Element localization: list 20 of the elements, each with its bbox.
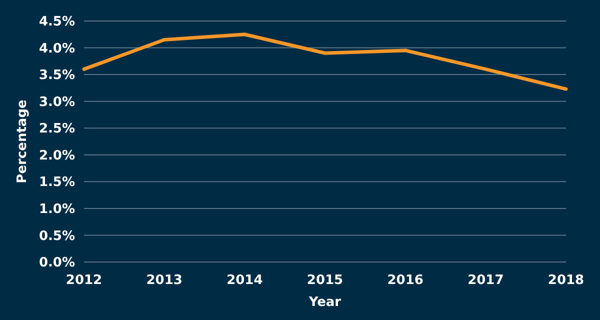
x-tick-label: 2015 — [306, 273, 344, 288]
y-tick-label: 3.0% — [38, 94, 75, 110]
y-tick-label: 4.0% — [38, 41, 75, 56]
y-axis-title: Percentage — [15, 100, 30, 184]
y-tick-label: 1.0% — [38, 202, 75, 217]
x-tick-label: 2012 — [66, 273, 102, 288]
y-tick-label: 3.5% — [38, 68, 75, 84]
line-series — [82, 32, 568, 91]
x-tick-label: 2018 — [548, 273, 584, 288]
y-tick-label: 2.0% — [38, 148, 75, 164]
x-tick-label: 2014 — [226, 273, 263, 288]
y-tick-label: 0.0% — [38, 256, 75, 271]
y-tick-label: 1.5% — [38, 175, 75, 190]
x-tick-label: 2016 — [387, 273, 424, 288]
x-tick-label: 2013 — [146, 273, 182, 288]
y-tick-label: 4.5% — [38, 14, 75, 30]
y-tick-label: 0.5% — [38, 228, 75, 244]
x-tick-label: 2017 — [468, 273, 504, 288]
y-tick-label: 2.5% — [38, 122, 75, 137]
x-axis-title: Year — [308, 295, 342, 310]
